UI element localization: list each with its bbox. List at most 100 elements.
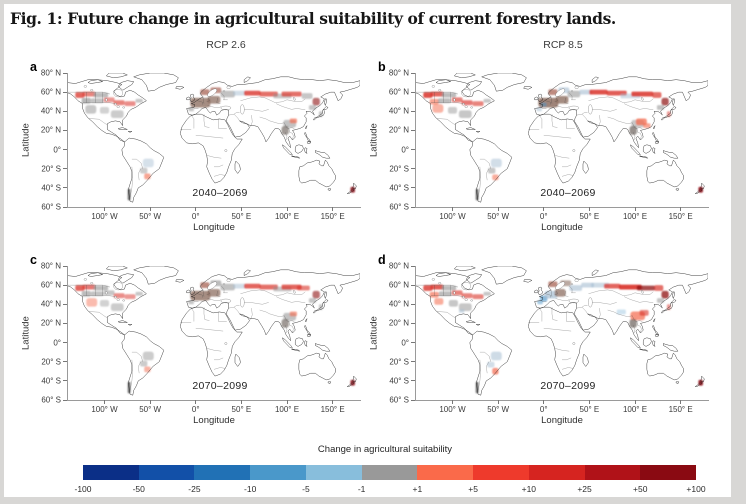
suitability-overlay — [75, 87, 355, 201]
y-tick-mark — [411, 303, 415, 305]
y-tick-mark — [411, 91, 415, 93]
world-map — [416, 73, 708, 203]
y-tick-mark — [63, 361, 67, 363]
x-tick-mark — [195, 400, 197, 404]
y-axis-spine — [415, 73, 416, 207]
y-tick-mark — [63, 129, 67, 131]
colorbar-segment — [584, 465, 641, 480]
y-tick-mark — [63, 91, 67, 93]
x-tick-mark — [543, 207, 545, 211]
y-tick-label: 60° S — [41, 202, 61, 212]
y-tick-mark — [411, 380, 415, 382]
x-tick-mark — [149, 400, 151, 404]
y-tick-label: 60° N — [388, 280, 409, 290]
y-tick-label: 60° N — [40, 280, 61, 290]
y-tick-mark — [411, 342, 415, 344]
y-tick-mark — [63, 303, 67, 305]
y-axis-title: Latitude — [368, 123, 380, 157]
x-tick-mark — [588, 207, 590, 211]
colorbar-segment — [138, 465, 195, 480]
y-tick-mark — [63, 187, 67, 189]
x-tick-label: 100° E — [622, 212, 648, 221]
panel-c: c Latitude Longitude 80° N 60° N 40° N 20° … — [21, 253, 361, 426]
y-tick-mark — [63, 206, 67, 208]
y-tick-mark — [63, 168, 67, 170]
x-axis-spine — [67, 400, 361, 401]
colorbar-segment — [473, 465, 529, 480]
y-tick-mark — [63, 110, 67, 112]
colorbar-segment — [83, 465, 139, 480]
colorbar — [83, 465, 697, 480]
panel-c-letter: c — [30, 253, 37, 267]
x-tick-mark — [332, 400, 334, 404]
colorbar-segment — [305, 465, 362, 480]
y-axis-title: Latitude — [20, 123, 32, 157]
period-label: 2040–2069 — [192, 187, 248, 199]
y-tick-label: 60° N — [388, 87, 409, 97]
y-tick-mark — [411, 129, 415, 131]
colorbar-tick-label: +5 — [468, 484, 478, 494]
colorbar-segment — [361, 465, 418, 480]
y-tick-label: 80° N — [388, 261, 409, 271]
y-tick-label: 60° S — [389, 202, 409, 212]
x-tick-label: 100° E — [622, 405, 648, 414]
y-tick-label: 20° N — [388, 125, 409, 135]
y-axis-spine — [67, 266, 68, 400]
y-tick-label: 20° S — [41, 164, 61, 174]
x-tick-mark — [149, 207, 151, 211]
y-tick-mark — [411, 206, 415, 208]
x-axis-spine — [67, 207, 361, 208]
y-tick-label: 0° — [53, 338, 61, 348]
suitability-overlay — [423, 280, 703, 394]
y-axis-title: Latitude — [368, 316, 380, 350]
x-tick-label: 0° — [539, 405, 548, 414]
y-tick-label: 40° S — [389, 183, 409, 193]
x-tick-mark — [452, 400, 453, 404]
x-tick-label: 100° W — [91, 405, 118, 414]
x-tick-mark — [634, 400, 636, 404]
x-axis-spine — [415, 400, 709, 401]
x-tick-mark — [195, 207, 197, 211]
y-tick-label: 80° N — [40, 261, 61, 271]
y-axis-spine — [415, 266, 416, 400]
colorbar-tick-label: -100 — [74, 484, 92, 494]
colorbar-segment — [528, 465, 585, 480]
period-label: 2040–2069 — [540, 187, 596, 199]
y-tick-mark — [63, 149, 67, 151]
x-tick-label: 0° — [191, 405, 200, 414]
y-tick-label: 60° N — [40, 87, 61, 97]
y-tick-label: 40° N — [40, 299, 61, 309]
x-tick-mark — [286, 400, 288, 404]
y-tick-mark — [63, 322, 67, 324]
y-axis-spine — [67, 73, 68, 207]
y-tick-mark — [411, 110, 415, 112]
y-tick-label: 40° S — [41, 376, 61, 386]
x-tick-mark — [588, 400, 590, 404]
colorbar-tick-label: -25 — [188, 484, 201, 494]
x-tick-mark — [104, 207, 105, 211]
x-axis-title: Longitude — [193, 415, 235, 426]
column-header-rcp85: RCP 8.5 — [543, 39, 583, 51]
y-tick-mark — [411, 284, 415, 286]
x-axis-title: Longitude — [193, 222, 235, 233]
x-tick-mark — [286, 207, 288, 211]
y-tick-label: 40° N — [388, 106, 409, 116]
x-tick-label: 150° E — [668, 405, 693, 414]
colorbar-segment — [194, 465, 251, 480]
y-tick-label: 40° S — [41, 183, 61, 193]
colorbar-tick-label: +1 — [412, 484, 423, 494]
y-tick-label: 40° N — [388, 299, 409, 309]
x-tick-label: 100° W — [91, 212, 118, 221]
x-tick-mark — [543, 400, 545, 404]
x-tick-label: 100° E — [274, 405, 300, 414]
x-tick-label: 50° W — [139, 212, 162, 221]
colorbar-tick-label: +10 — [521, 484, 537, 494]
y-tick-mark — [411, 187, 415, 189]
colorbar-tick-label: +100 — [686, 484, 706, 494]
y-tick-label: 60° S — [41, 395, 61, 405]
y-tick-mark — [411, 265, 415, 267]
y-tick-label: 20° S — [389, 164, 409, 174]
colorbar-segment — [417, 465, 474, 480]
y-axis-title: Latitude — [20, 316, 32, 350]
